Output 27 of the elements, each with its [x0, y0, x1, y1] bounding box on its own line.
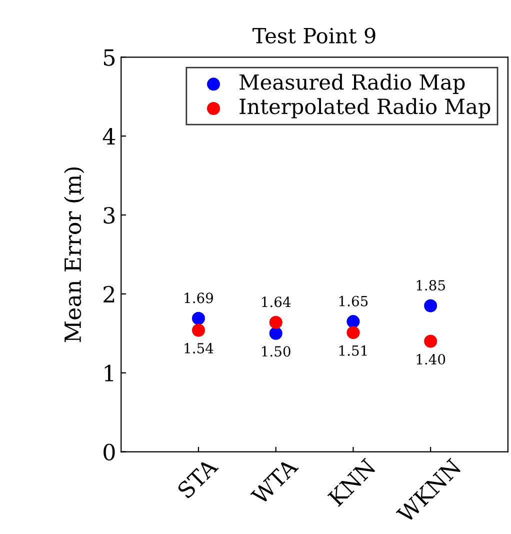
point — [269, 316, 282, 329]
point — [424, 334, 438, 348]
data-label: 1.40 — [416, 354, 446, 365]
data-label: 1.65 — [339, 296, 368, 306]
data-label: 1.51 — [339, 345, 367, 356]
data-label: 1.85 — [416, 280, 445, 291]
data-label: 1.69 — [184, 292, 213, 304]
data-label: 1.50 — [262, 346, 290, 357]
point — [346, 315, 360, 328]
legend-label: Interpolated Radio Map — [240, 98, 490, 118]
point — [192, 324, 205, 337]
legend-label: Measured Radio Map — [240, 74, 465, 94]
point — [346, 326, 360, 340]
y-tick-label: 5 — [104, 49, 115, 66]
data-label: 1.54 — [184, 342, 214, 354]
point — [424, 299, 438, 312]
chart-title: Test Point 9 — [252, 28, 376, 44]
y-tick-label: 3 — [104, 206, 115, 224]
x-tick-label: STA — [176, 456, 220, 500]
y-tick-label: 0 — [104, 444, 115, 461]
y-tick-label: 4 — [102, 128, 116, 145]
y-tick-label: 2 — [104, 286, 114, 302]
y-tick-label: 1 — [104, 364, 114, 382]
data-label: 1.64 — [262, 296, 291, 308]
y-axis-title: Mean Error (m) — [64, 167, 84, 342]
point — [269, 326, 282, 340]
point — [192, 312, 205, 325]
